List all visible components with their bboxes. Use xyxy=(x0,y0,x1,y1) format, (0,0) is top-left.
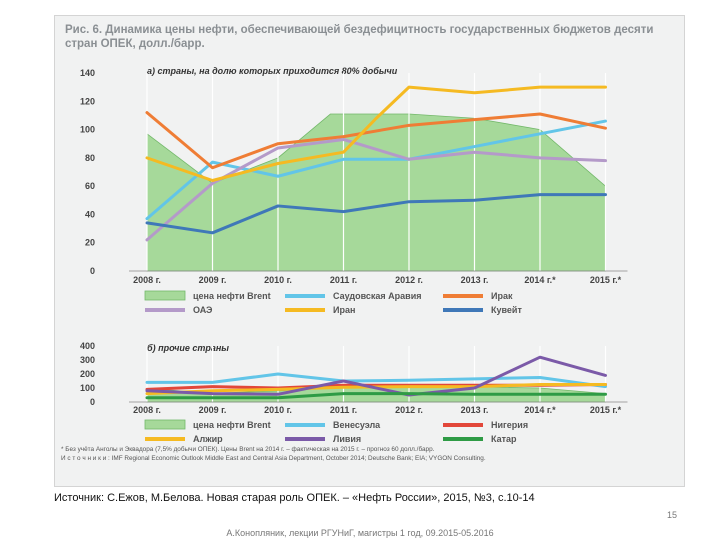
legend-swatch xyxy=(144,290,186,301)
x-tick-label: 2009 г. xyxy=(199,405,227,415)
legend-label: цена нефти Brent xyxy=(193,420,271,430)
footer-text: А.Конопляник, лекции РГУНиГ, магистры 1 … xyxy=(226,528,494,538)
legend-swatch xyxy=(285,294,325,298)
legend-label: Ливия xyxy=(333,434,361,444)
legend-label: Нигерия xyxy=(491,420,528,430)
x-tick-label: 2014 г.* xyxy=(524,275,556,285)
y-tick-label: 400 xyxy=(80,341,95,351)
chart-a: а) страны, на долю которых приходится 80… xyxy=(80,66,628,315)
figure-panel: Рис. 6. Динамика цены нефти, обеспечиваю… xyxy=(54,15,685,487)
legend-label: Катар xyxy=(491,434,517,444)
legend-label: Венесуэла xyxy=(333,420,381,430)
figure-notes: * Без учёта Анголы и Эквадора (7,5% добы… xyxy=(61,446,681,463)
legend-swatch xyxy=(443,437,483,441)
legend-label: Саудовская Аравия xyxy=(333,291,422,301)
series-line-Иран xyxy=(145,85,607,182)
y-tick-label: 200 xyxy=(80,369,95,379)
y-tick-label: 40 xyxy=(85,209,95,219)
legend-swatch xyxy=(443,308,483,312)
y-tick-label: 0 xyxy=(90,397,95,407)
legend-label: Алжир xyxy=(193,434,223,444)
x-tick-label: 2013 г. xyxy=(461,405,489,415)
series-line-Ливия xyxy=(145,355,607,397)
x-tick-label: 2012 г. xyxy=(395,275,423,285)
x-tick-label: 2015 г.* xyxy=(590,275,622,285)
legend-label: цена нефти Brent xyxy=(193,291,271,301)
legend-swatch xyxy=(285,423,325,427)
x-tick-label: 2008 г. xyxy=(133,405,161,415)
y-tick-label: 60 xyxy=(85,181,95,191)
chart-title: а) страны, на долю которых приходится 80… xyxy=(147,66,398,76)
legend-swatch xyxy=(145,437,185,441)
chart-title: б) прочие страны xyxy=(147,343,229,353)
chart-b: б) прочие страны 0 100 200 300 400 2008 г. 2009… xyxy=(80,341,628,444)
x-tick-label: 2010 г. xyxy=(264,405,292,415)
y-tick-label: 80 xyxy=(85,153,95,163)
x-tick-label: 2014 г.* xyxy=(524,405,556,415)
series-line-Ирак xyxy=(145,111,607,170)
legend-swatch xyxy=(285,437,325,441)
footnote: * Без учёта Анголы и Эквадора (7,5% добы… xyxy=(61,446,435,453)
legend-swatch xyxy=(443,294,483,298)
brent-area xyxy=(146,113,606,272)
y-tick-label: 300 xyxy=(80,355,95,365)
x-tick-label: 2012 г. xyxy=(395,405,423,415)
figure-title: Рис. 6. Динамика цены нефти, обеспечиваю… xyxy=(65,24,654,50)
x-tick-label: 2011 г. xyxy=(330,275,357,285)
y-tick-label: 100 xyxy=(80,383,95,393)
x-tick-label: 2011 г. xyxy=(330,405,357,415)
legend-swatch xyxy=(144,419,186,430)
y-tick-label: 100 xyxy=(80,125,95,135)
x-tick-label: 2009 г. xyxy=(199,275,227,285)
legend-swatch xyxy=(443,423,483,427)
legend-swatch xyxy=(145,308,185,312)
x-tick-label: 2013 г. xyxy=(461,275,489,285)
series-line-Катар xyxy=(145,392,607,400)
x-tick-label: 2015 г.* xyxy=(590,405,622,415)
x-tick-label: 2010 г. xyxy=(264,275,292,285)
legend-label: ОАЭ xyxy=(193,305,213,315)
page-number: 15 xyxy=(667,510,678,520)
y-tick-label: 20 xyxy=(85,238,95,248)
y-tick-label: 140 xyxy=(80,68,95,78)
y-tick-label: 0 xyxy=(90,266,95,276)
sources-note: И с т о ч н и к и : IMF Regional Economi… xyxy=(61,454,486,462)
legend-label: Ирак xyxy=(491,291,513,301)
source-citation: Источник: С.Ежов, М.Белова. Новая старая… xyxy=(54,492,535,504)
series-line-Кувейт xyxy=(145,193,607,235)
series-line-Венесуэла xyxy=(145,372,607,389)
legend-label: Иран xyxy=(333,305,355,315)
legend-label: Кувейт xyxy=(491,305,522,315)
legend-swatch xyxy=(285,308,325,312)
y-tick-label: 120 xyxy=(80,96,95,106)
x-tick-label: 2008 г. xyxy=(133,275,161,285)
